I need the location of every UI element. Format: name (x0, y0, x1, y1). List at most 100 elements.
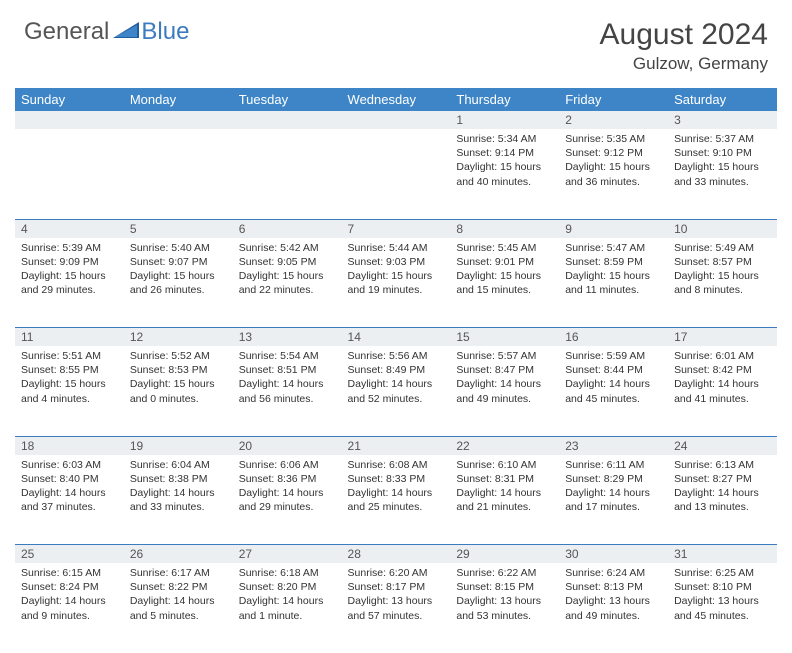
day-cell: Sunrise: 5:34 AMSunset: 9:14 PMDaylight:… (450, 129, 559, 219)
sunrise-text: Sunrise: 6:03 AM (21, 458, 118, 472)
sunset-text: Sunset: 8:24 PM (21, 580, 118, 594)
sunset-text: Sunset: 9:05 PM (239, 255, 336, 269)
day-number: 7 (342, 219, 451, 238)
sunrise-text: Sunrise: 5:54 AM (239, 349, 336, 363)
weekday-header: Friday (559, 88, 668, 111)
day-number: 18 (15, 436, 124, 455)
sunset-text: Sunset: 8:53 PM (130, 363, 227, 377)
weekday-header: Tuesday (233, 88, 342, 111)
day-cell: Sunrise: 5:49 AMSunset: 8:57 PMDaylight:… (668, 238, 777, 328)
weekday-header: Sunday (15, 88, 124, 111)
day-cell (15, 129, 124, 219)
day-cell: Sunrise: 6:10 AMSunset: 8:31 PMDaylight:… (450, 455, 559, 545)
sunrise-text: Sunrise: 6:13 AM (674, 458, 771, 472)
sunrise-text: Sunrise: 6:11 AM (565, 458, 662, 472)
daylight-text: Daylight: 13 hours and 45 minutes. (674, 594, 771, 622)
day-cell: Sunrise: 5:52 AMSunset: 8:53 PMDaylight:… (124, 346, 233, 436)
sunset-text: Sunset: 8:20 PM (239, 580, 336, 594)
day-number: 26 (124, 545, 233, 564)
daylight-text: Daylight: 15 hours and 29 minutes. (21, 269, 118, 297)
day-info-row: Sunrise: 5:39 AMSunset: 9:09 PMDaylight:… (15, 238, 777, 328)
sunset-text: Sunset: 8:47 PM (456, 363, 553, 377)
day-cell: Sunrise: 6:03 AMSunset: 8:40 PMDaylight:… (15, 455, 124, 545)
sunset-text: Sunset: 8:57 PM (674, 255, 771, 269)
sunrise-text: Sunrise: 6:04 AM (130, 458, 227, 472)
day-number-row: 18192021222324 (15, 436, 777, 455)
day-number: 21 (342, 436, 451, 455)
day-cell: Sunrise: 6:20 AMSunset: 8:17 PMDaylight:… (342, 563, 451, 653)
location: Gulzow, Germany (600, 54, 768, 74)
sunrise-text: Sunrise: 6:06 AM (239, 458, 336, 472)
day-cell: Sunrise: 6:01 AMSunset: 8:42 PMDaylight:… (668, 346, 777, 436)
logo-text-general: General (24, 18, 109, 46)
sunset-text: Sunset: 9:01 PM (456, 255, 553, 269)
day-info-row: Sunrise: 6:15 AMSunset: 8:24 PMDaylight:… (15, 563, 777, 653)
sunrise-text: Sunrise: 6:25 AM (674, 566, 771, 580)
sunset-text: Sunset: 8:44 PM (565, 363, 662, 377)
day-cell: Sunrise: 6:11 AMSunset: 8:29 PMDaylight:… (559, 455, 668, 545)
day-number: 8 (450, 219, 559, 238)
logo-text-blue: Blue (141, 18, 189, 46)
day-number-row: 123 (15, 111, 777, 129)
daylight-text: Daylight: 14 hours and 21 minutes. (456, 486, 553, 514)
daylight-text: Daylight: 15 hours and 4 minutes. (21, 377, 118, 405)
day-number: 30 (559, 545, 668, 564)
calendar-table: SundayMondayTuesdayWednesdayThursdayFrid… (15, 88, 777, 653)
day-number: 14 (342, 328, 451, 347)
day-number: 6 (233, 219, 342, 238)
daylight-text: Daylight: 15 hours and 8 minutes. (674, 269, 771, 297)
sunset-text: Sunset: 8:55 PM (21, 363, 118, 377)
weekday-header: Wednesday (342, 88, 451, 111)
sunset-text: Sunset: 8:31 PM (456, 472, 553, 486)
daylight-text: Daylight: 14 hours and 5 minutes. (130, 594, 227, 622)
sunset-text: Sunset: 8:49 PM (348, 363, 445, 377)
day-number: 24 (668, 436, 777, 455)
sunrise-text: Sunrise: 5:34 AM (456, 132, 553, 146)
daylight-text: Daylight: 15 hours and 11 minutes. (565, 269, 662, 297)
sunrise-text: Sunrise: 5:39 AM (21, 241, 118, 255)
sunset-text: Sunset: 9:03 PM (348, 255, 445, 269)
daylight-text: Daylight: 14 hours and 41 minutes. (674, 377, 771, 405)
daylight-text: Daylight: 14 hours and 33 minutes. (130, 486, 227, 514)
day-cell: Sunrise: 5:47 AMSunset: 8:59 PMDaylight:… (559, 238, 668, 328)
day-info-row: Sunrise: 5:34 AMSunset: 9:14 PMDaylight:… (15, 129, 777, 219)
daylight-text: Daylight: 15 hours and 40 minutes. (456, 160, 553, 188)
sunrise-text: Sunrise: 5:52 AM (130, 349, 227, 363)
weekday-header: Monday (124, 88, 233, 111)
daylight-text: Daylight: 15 hours and 36 minutes. (565, 160, 662, 188)
day-info-row: Sunrise: 5:51 AMSunset: 8:55 PMDaylight:… (15, 346, 777, 436)
weekday-header: Thursday (450, 88, 559, 111)
daylight-text: Daylight: 13 hours and 49 minutes. (565, 594, 662, 622)
daylight-text: Daylight: 14 hours and 25 minutes. (348, 486, 445, 514)
day-number: 28 (342, 545, 451, 564)
sunrise-text: Sunrise: 6:10 AM (456, 458, 553, 472)
daylight-text: Daylight: 14 hours and 9 minutes. (21, 594, 118, 622)
day-cell: Sunrise: 5:51 AMSunset: 8:55 PMDaylight:… (15, 346, 124, 436)
day-number: 25 (15, 545, 124, 564)
day-cell (124, 129, 233, 219)
daylight-text: Daylight: 15 hours and 26 minutes. (130, 269, 227, 297)
day-number: 29 (450, 545, 559, 564)
sunrise-text: Sunrise: 6:15 AM (21, 566, 118, 580)
day-cell: Sunrise: 6:22 AMSunset: 8:15 PMDaylight:… (450, 563, 559, 653)
sunset-text: Sunset: 8:42 PM (674, 363, 771, 377)
day-cell: Sunrise: 5:44 AMSunset: 9:03 PMDaylight:… (342, 238, 451, 328)
day-cell (342, 129, 451, 219)
day-cell: Sunrise: 6:13 AMSunset: 8:27 PMDaylight:… (668, 455, 777, 545)
day-number: 1 (450, 111, 559, 129)
daylight-text: Daylight: 14 hours and 52 minutes. (348, 377, 445, 405)
sunrise-text: Sunrise: 6:20 AM (348, 566, 445, 580)
daylight-text: Daylight: 15 hours and 33 minutes. (674, 160, 771, 188)
sunrise-text: Sunrise: 5:40 AM (130, 241, 227, 255)
day-cell: Sunrise: 6:18 AMSunset: 8:20 PMDaylight:… (233, 563, 342, 653)
sunset-text: Sunset: 9:10 PM (674, 146, 771, 160)
title-block: August 2024 Gulzow, Germany (600, 18, 768, 74)
day-cell: Sunrise: 5:35 AMSunset: 9:12 PMDaylight:… (559, 129, 668, 219)
sunrise-text: Sunrise: 5:47 AM (565, 241, 662, 255)
sunset-text: Sunset: 8:22 PM (130, 580, 227, 594)
sunrise-text: Sunrise: 6:08 AM (348, 458, 445, 472)
sunset-text: Sunset: 8:13 PM (565, 580, 662, 594)
daylight-text: Daylight: 14 hours and 37 minutes. (21, 486, 118, 514)
day-number: 19 (124, 436, 233, 455)
daylight-text: Daylight: 15 hours and 19 minutes. (348, 269, 445, 297)
